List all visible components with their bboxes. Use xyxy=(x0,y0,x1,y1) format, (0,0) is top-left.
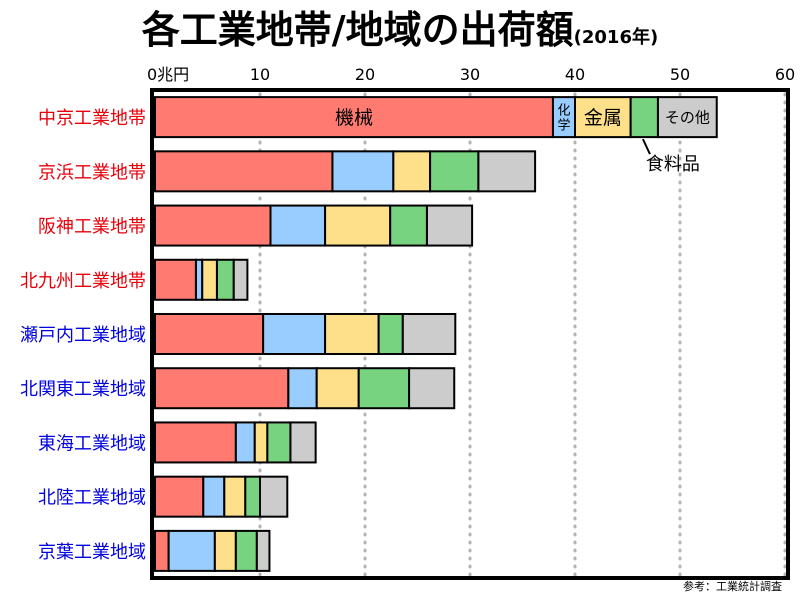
bar-segment-8-4 xyxy=(255,529,271,572)
segment-label-0: 機械 xyxy=(335,107,373,129)
bar-segment-2-0 xyxy=(154,204,272,247)
bar-segment-1-2 xyxy=(392,150,432,193)
bar-segment-4-2 xyxy=(324,313,380,355)
bar-segment-7-0 xyxy=(154,475,205,518)
chart-title-year: (2016年) xyxy=(573,27,659,48)
bar-segment-4-3 xyxy=(377,313,404,355)
category-label-6: 東海工業地域 xyxy=(38,433,146,454)
bar-segment-6-1 xyxy=(234,421,256,464)
category-label-5: 北関東工業地域 xyxy=(20,379,146,400)
plot-frame xyxy=(150,88,790,580)
category-label-8: 京葉工業地域 xyxy=(38,542,146,563)
bar-segment-0-4 xyxy=(656,96,718,139)
bar-segment-5-0 xyxy=(154,367,290,410)
bar-segment-2-4 xyxy=(425,204,474,247)
bar-segment-6-4 xyxy=(289,421,317,464)
category-label-0: 中京工業地帯 xyxy=(38,108,146,129)
bar-segment-3-0 xyxy=(154,258,197,301)
bar-segment-3-3 xyxy=(215,258,235,301)
bar-segment-6-0 xyxy=(154,421,237,464)
bar-segment-2-2 xyxy=(324,204,392,247)
bar-segment-4-1 xyxy=(262,313,327,355)
bar-segment-2-3 xyxy=(389,204,428,247)
category-label-7: 北陸工業地域 xyxy=(38,488,146,509)
bar-segment-5-1 xyxy=(287,367,318,410)
x-tick-label-50: 50 xyxy=(670,65,690,84)
x-tick-label-60: 60 xyxy=(775,65,795,84)
chart-title: 各工業地帯/地域の出荷額(2016年) xyxy=(0,0,800,60)
bar-segment-5-4 xyxy=(408,367,456,410)
bar-segment-5-3 xyxy=(357,367,411,410)
bar-segment-1-4 xyxy=(477,150,537,193)
bar-segment-0-0 xyxy=(154,96,554,139)
bar-segment-6-3 xyxy=(266,421,292,464)
bar-segment-2-1 xyxy=(269,204,327,247)
x-tick-label-30: 30 xyxy=(460,65,480,84)
annotation-leader-0 xyxy=(642,138,651,155)
bar-segment-0-3 xyxy=(629,96,659,139)
bar-segment-5-2 xyxy=(315,367,360,410)
segment-label-3: その他 xyxy=(665,109,710,127)
chart-title-main: 各工業地帯/地域の出荷額 xyxy=(141,8,574,52)
x-tick-label-10: 10 xyxy=(250,65,270,84)
bar-segment-3-2 xyxy=(201,258,218,301)
bar-segment-7-3 xyxy=(244,475,262,518)
category-label-3: 北九州工業地帯 xyxy=(20,271,146,292)
bar-segment-1-3 xyxy=(429,150,480,193)
bar-segment-7-4 xyxy=(259,475,289,518)
bar-segment-4-0 xyxy=(154,313,265,355)
annotation-label-0: 食料品 xyxy=(646,154,700,175)
bar-segment-7-1 xyxy=(202,475,226,518)
bar-segment-8-0 xyxy=(154,529,170,572)
category-label-4: 瀬戸内工業地域 xyxy=(20,325,146,346)
source-note: 参考：工業統計調査 xyxy=(683,580,782,593)
x-tick-label-40: 40 xyxy=(565,65,585,84)
segment-label-1: 化学 xyxy=(557,103,570,133)
x-tick-label-20: 20 xyxy=(355,65,375,84)
bar-segment-1-0 xyxy=(154,150,334,193)
bar-segment-1-1 xyxy=(331,150,395,193)
bar-segment-8-1 xyxy=(167,529,216,572)
category-label-2: 阪神工業地帯 xyxy=(38,217,146,238)
bar-segment-8-2 xyxy=(213,529,237,572)
x-tick-label-0: 0兆円 xyxy=(147,65,189,84)
bar-segment-4-4 xyxy=(401,313,457,355)
bar-segment-7-2 xyxy=(223,475,247,518)
category-label-1: 京浜工業地帯 xyxy=(38,162,146,183)
bar-segment-8-3 xyxy=(234,529,258,572)
bar-segment-6-2 xyxy=(253,421,269,464)
segment-label-2: 金属 xyxy=(584,107,622,129)
bar-segment-3-4 xyxy=(232,258,249,301)
